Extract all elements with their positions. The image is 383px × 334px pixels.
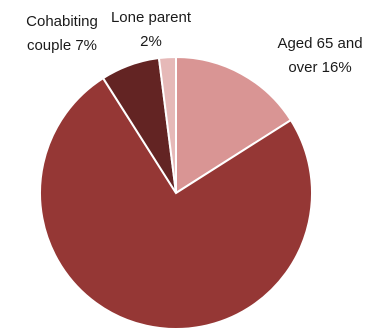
slice-label: Aged 65 and over 16% — [277, 35, 362, 76]
slice-label: Cohabiting couple 7% — [26, 13, 98, 54]
slice-label-line: Lone parent — [111, 9, 192, 26]
pie-slice — [157, 55, 177, 194]
slice-label: Lone parent 2% — [111, 9, 192, 50]
slice-label-line: Aged 65 and — [277, 35, 362, 52]
pie-slices — [39, 55, 313, 330]
pie-labels: Aged 65 and over 16% Cohabiting couple 7% Lo… — [26, 9, 362, 76]
slice-label-line: over 16% — [288, 59, 351, 76]
slice-label-line: Cohabiting — [26, 13, 98, 30]
slice-label-line: 2% — [140, 33, 162, 50]
pie-slice — [39, 76, 313, 330]
slice-label-line: couple 7% — [27, 37, 97, 54]
pie-slice — [175, 55, 293, 195]
